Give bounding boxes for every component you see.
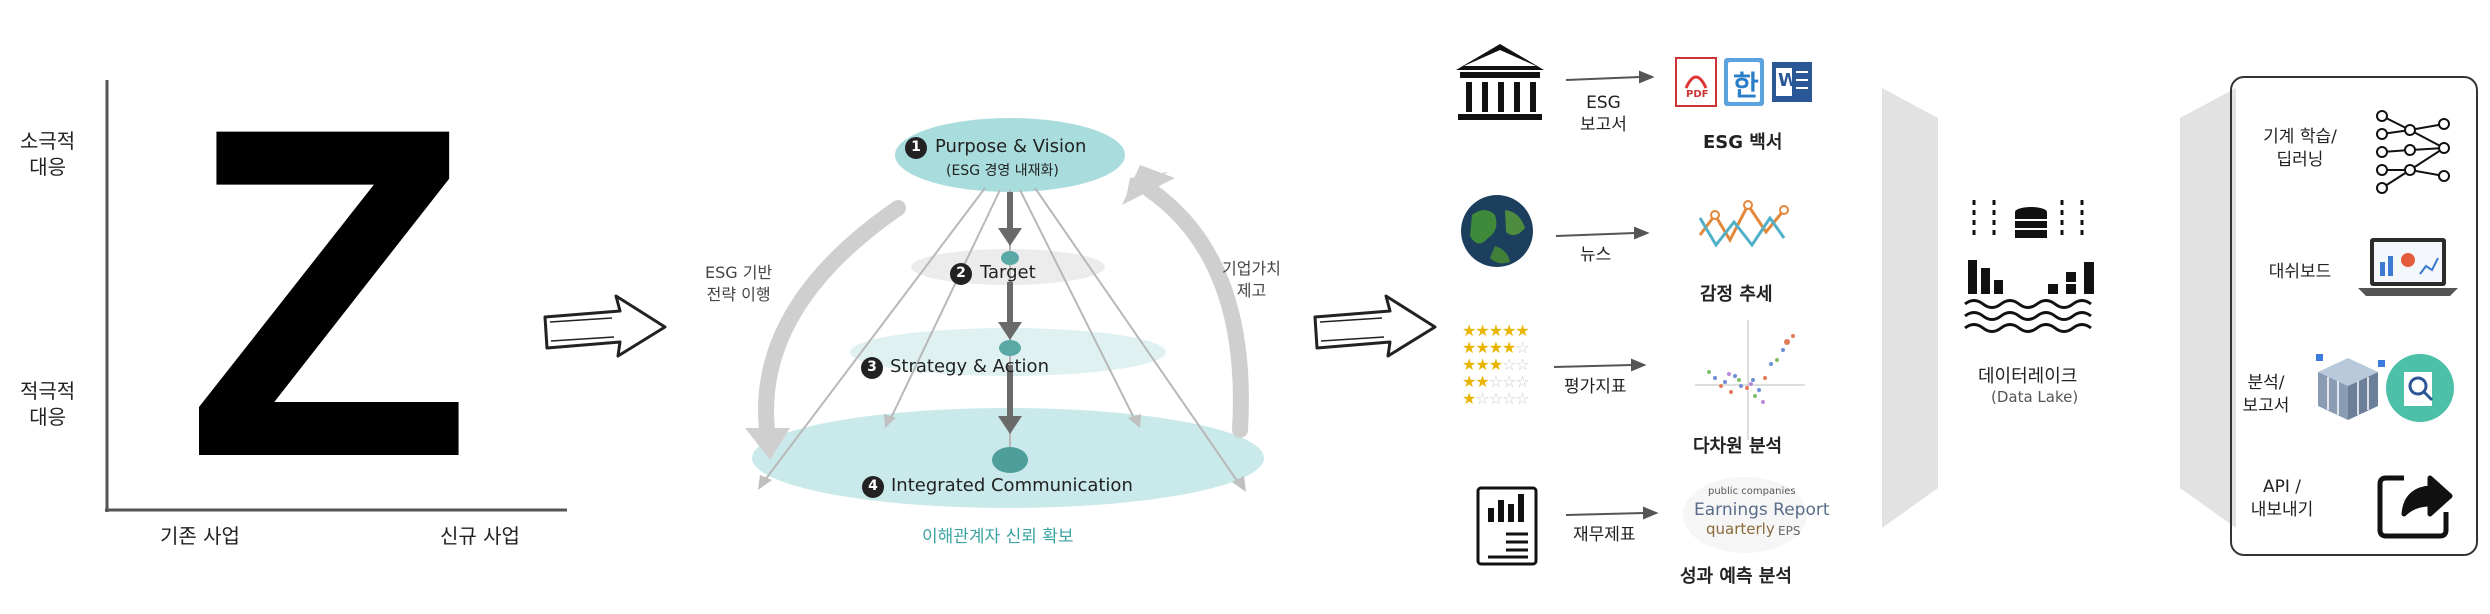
level-1-ellipse: [895, 118, 1125, 192]
x-label-right: 신규 사업: [440, 524, 520, 548]
datalake-title: 데이터레이크: [1978, 366, 2078, 387]
matrix-axes: [105, 80, 567, 512]
level-1-subtitle: (ESG 경영 내재화): [946, 163, 1059, 179]
word-cloud: public companies Earnings Report quarter…: [1694, 486, 1830, 538]
output-esg-whitepaper: ESG 백서: [1703, 132, 1783, 153]
pdf-icon: [1675, 57, 1717, 107]
neural-network-icon: [2376, 110, 2450, 194]
y-label-top: 소극적 대응: [20, 129, 76, 179]
left-arc-label: ESG 기반 전략 이행: [705, 263, 773, 304]
hwp-icon-text: 한: [1733, 69, 1759, 102]
word-icon-text: W: [1778, 70, 1798, 91]
y-label-bottom: 적극적 대응: [20, 379, 76, 429]
level-2-number: 2: [956, 265, 966, 281]
level-4-number: 4: [868, 478, 878, 494]
source-label-financial: 재무제표: [1573, 525, 1636, 545]
data-cube-analysis-icon: [2316, 354, 2454, 422]
bank-icon: [1456, 44, 1544, 120]
dashboard-laptop-icon: [2358, 238, 2458, 296]
hwp-icon: [1724, 58, 1764, 106]
pyramid-footer: 이해관계자 신뢰 확보: [922, 527, 1074, 547]
level-4-title: Integrated Communication: [891, 475, 1133, 496]
output-performance-forecast: 성과 예측 분석: [1680, 566, 1792, 587]
level-1-number: 1: [911, 139, 921, 155]
word-icon: [1772, 62, 1812, 102]
z-letter: Z: [185, 30, 473, 555]
app-label-analysis: 분석/보고서: [2242, 373, 2290, 416]
x-label-left: 기존 사업: [160, 524, 240, 548]
app-label-ml: 기계 학습/딥러닝: [2263, 127, 2337, 170]
source-label-esg-report: ESG 보고서: [1580, 93, 1627, 135]
word-cloud-icon: [1683, 477, 1807, 553]
level-1-title: Purpose & Vision: [935, 136, 1087, 157]
source-label-rating: 평가지표: [1564, 377, 1627, 397]
export-share-icon: [2377, 475, 2453, 539]
database-icon: [1964, 200, 2094, 333]
level-3-number: 3: [867, 359, 877, 375]
output-sentiment-trend: 감정 추세: [1700, 284, 1773, 305]
app-label-api: API / 내보내기: [2250, 477, 2314, 520]
financial-report-icon: [1476, 486, 1538, 566]
source-label-news: 뉴스: [1580, 245, 1612, 265]
globe-icon: [1461, 195, 1533, 267]
output-multidim-analysis: 다차원 분석: [1693, 436, 1783, 457]
level-2-title: Target: [980, 262, 1036, 283]
scatter-plot-dots: [1695, 320, 1805, 440]
applications-border: [2230, 76, 2478, 556]
level-3-title: Strategy & Action: [890, 356, 1049, 377]
line-chart-icon: [1698, 200, 1789, 248]
datalake-subtitle: (Data Lake): [1991, 388, 2079, 406]
right-arc-label: 기업가치 제고: [1222, 259, 1281, 300]
pdf-icon-text: PDF: [1686, 89, 1709, 100]
stars-icon: ★★★★★ ★★★★☆ ★★★☆☆ ★★☆☆☆ ★☆☆☆☆: [1462, 321, 1530, 408]
app-label-dashboard: 대쉬보드: [2268, 262, 2332, 282]
